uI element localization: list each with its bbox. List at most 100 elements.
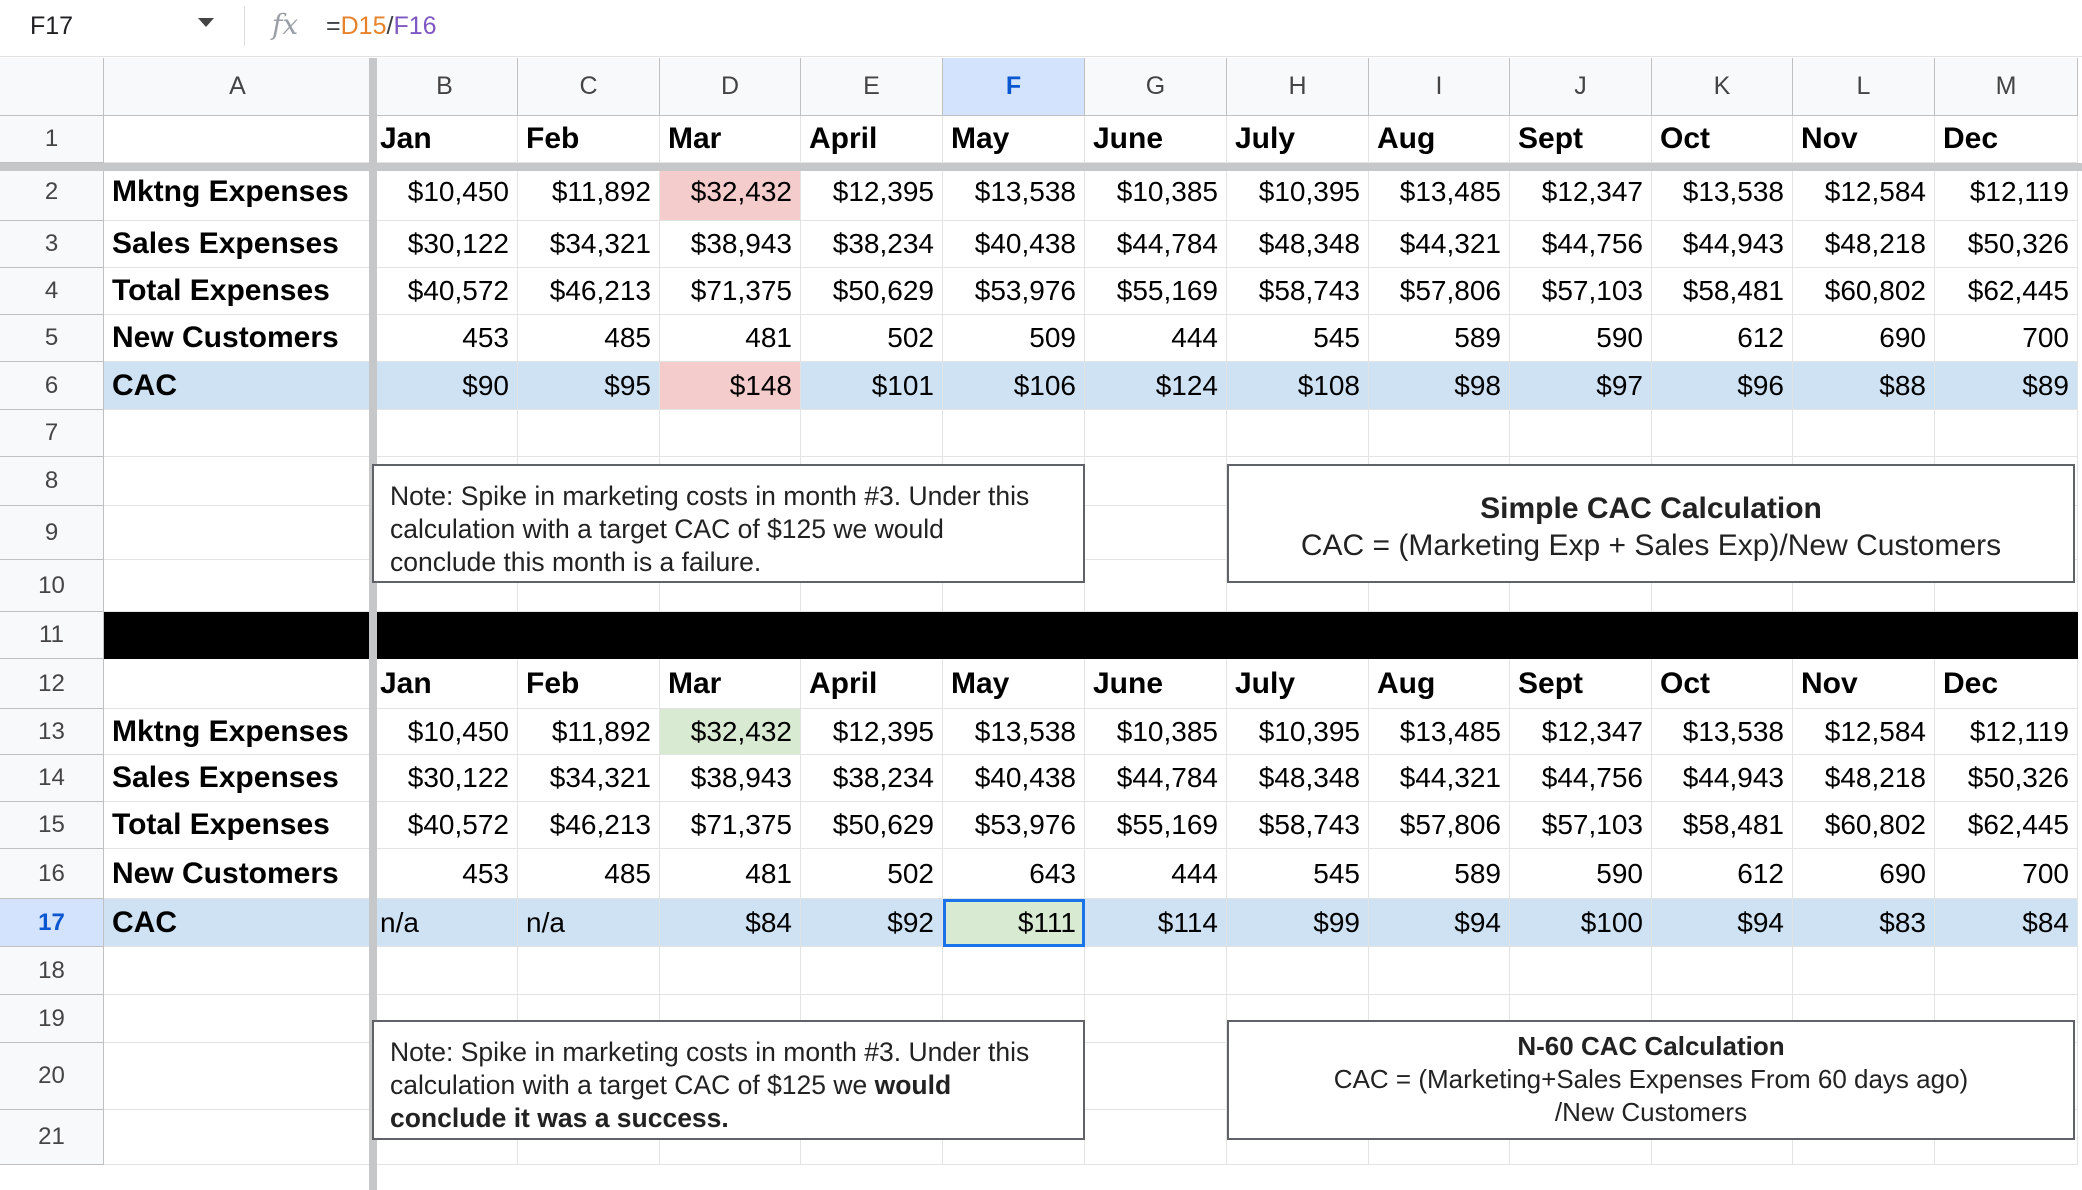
row-header-1[interactable]: 1 <box>0 116 104 163</box>
empty-cell[interactable] <box>1369 947 1510 995</box>
table2-cell[interactable]: $10,395 <box>1227 709 1369 755</box>
table1-cell[interactable]: 481 <box>660 315 801 362</box>
table2-cell[interactable]: $57,103 <box>1510 802 1652 849</box>
empty-cell[interactable] <box>1935 560 2078 612</box>
empty-cell[interactable] <box>1085 1110 1227 1165</box>
table1-month-mar[interactable]: Mar <box>660 116 801 163</box>
row-header-6[interactable]: 6 <box>0 362 104 410</box>
table2-cell[interactable]: $84 <box>1935 899 2078 947</box>
column-header-a[interactable]: A <box>104 58 372 116</box>
table2-cell[interactable]: $40,572 <box>372 802 518 849</box>
table1-cell[interactable]: $71,375 <box>660 268 801 315</box>
table1-cell[interactable]: 590 <box>1510 315 1652 362</box>
table2-cell[interactable]: 643 <box>943 849 1085 899</box>
table1-month-june[interactable]: June <box>1085 116 1227 163</box>
table1-month-sept[interactable]: Sept <box>1510 116 1652 163</box>
table1-month-april[interactable]: April <box>801 116 943 163</box>
table2-cell[interactable]: $34,321 <box>518 755 660 802</box>
table1-cell[interactable]: $108 <box>1227 362 1369 410</box>
empty-cell[interactable] <box>518 560 660 612</box>
black-divider-cell[interactable] <box>1085 612 1227 659</box>
table2-row-label[interactable]: Sales Expenses <box>104 755 372 802</box>
empty-cell[interactable] <box>801 410 943 457</box>
table2-cell[interactable]: $55,169 <box>1085 802 1227 849</box>
empty-cell[interactable] <box>1085 457 1227 506</box>
table1-cell[interactable]: $44,943 <box>1652 221 1793 268</box>
column-header-f[interactable]: F <box>943 58 1085 116</box>
name-box-dropdown-icon[interactable] <box>198 18 214 27</box>
table1-cell[interactable]: $98 <box>1369 362 1510 410</box>
row-header-10[interactable]: 10 <box>0 560 104 612</box>
empty-cell[interactable] <box>104 457 372 506</box>
table1-cell[interactable]: $44,321 <box>1369 221 1510 268</box>
empty-cell[interactable] <box>801 947 943 995</box>
table2-cell[interactable]: $48,348 <box>1227 755 1369 802</box>
table2-cell[interactable]: 690 <box>1793 849 1935 899</box>
table1-cell[interactable]: $11,892 <box>518 163 660 221</box>
empty-cell[interactable] <box>1085 995 1227 1043</box>
frozen-row-divider[interactable] <box>0 163 2082 171</box>
table2-month-jan[interactable]: Jan <box>372 659 518 709</box>
table1-cell[interactable]: $44,784 <box>1085 221 1227 268</box>
table1-cell[interactable]: $57,806 <box>1369 268 1510 315</box>
empty-cell[interactable] <box>1227 560 1369 612</box>
empty-cell[interactable] <box>104 995 372 1043</box>
empty-cell[interactable] <box>1510 560 1652 612</box>
table2-month-aug[interactable]: Aug <box>1369 659 1510 709</box>
table1-month-jan[interactable]: Jan <box>372 116 518 163</box>
table2-month-may[interactable]: May <box>943 659 1085 709</box>
table1-cell[interactable]: 690 <box>1793 315 1935 362</box>
table1-cell[interactable]: 589 <box>1369 315 1510 362</box>
column-header-g[interactable]: G <box>1085 58 1227 116</box>
table1-cell[interactable]: 700 <box>1935 315 2078 362</box>
empty-cell[interactable] <box>1085 410 1227 457</box>
empty-cell[interactable] <box>1652 947 1793 995</box>
empty-cell[interactable] <box>104 947 372 995</box>
empty-cell[interactable] <box>1935 1110 2078 1165</box>
row-header-5[interactable]: 5 <box>0 315 104 362</box>
empty-cell[interactable] <box>104 1110 372 1165</box>
table1-cell[interactable]: $48,218 <box>1793 221 1935 268</box>
table1-month-aug[interactable]: Aug <box>1369 116 1510 163</box>
table2-cell[interactable]: $46,213 <box>518 802 660 849</box>
frozen-column-divider[interactable] <box>369 58 377 1190</box>
table2-cell[interactable]: $13,538 <box>943 709 1085 755</box>
table2-cell[interactable]: $53,976 <box>943 802 1085 849</box>
row-header-11[interactable]: 11 <box>0 612 104 659</box>
table1-cell[interactable]: $58,743 <box>1227 268 1369 315</box>
table1-cell[interactable]: 502 <box>801 315 943 362</box>
empty-cell[interactable] <box>943 560 1085 612</box>
table1-cell[interactable]: 485 <box>518 315 660 362</box>
table1-cell[interactable]: $53,976 <box>943 268 1085 315</box>
active-cell-f17[interactable]: $111 <box>943 899 1085 947</box>
table2-cell[interactable]: $30,122 <box>372 755 518 802</box>
table1-cell[interactable]: $40,438 <box>943 221 1085 268</box>
table1-month-july[interactable]: July <box>1227 116 1369 163</box>
formula-input[interactable]: =D15/F16 <box>326 12 437 41</box>
table2-cell[interactable]: $50,629 <box>801 802 943 849</box>
table2-cell[interactable]: $83 <box>1793 899 1935 947</box>
table2-row-label[interactable]: Mktng Expenses <box>104 709 372 755</box>
table2-cell[interactable]: $12,395 <box>801 709 943 755</box>
table1-cell[interactable]: $46,213 <box>518 268 660 315</box>
empty-cell[interactable] <box>1652 560 1793 612</box>
table1-cell[interactable]: $60,802 <box>1793 268 1935 315</box>
empty-cell[interactable] <box>1369 560 1510 612</box>
table2-cell[interactable]: $84 <box>660 899 801 947</box>
table1-cell[interactable]: $38,234 <box>801 221 943 268</box>
table2-cell[interactable]: 612 <box>1652 849 1793 899</box>
table2-cell[interactable]: $44,784 <box>1085 755 1227 802</box>
row-header-17[interactable]: 17 <box>0 899 104 947</box>
table1-month-dec[interactable]: Dec <box>1935 116 2078 163</box>
table1-cell[interactable]: $97 <box>1510 362 1652 410</box>
table1-cell[interactable]: 612 <box>1652 315 1793 362</box>
table2-cell[interactable]: $38,234 <box>801 755 943 802</box>
table2-cell[interactable]: $71,375 <box>660 802 801 849</box>
table1-cell[interactable]: $124 <box>1085 362 1227 410</box>
column-header-b[interactable]: B <box>372 58 518 116</box>
empty-cell[interactable] <box>1085 947 1227 995</box>
table2-cell[interactable]: $12,119 <box>1935 709 2078 755</box>
table1-cell[interactable]: $12,119 <box>1935 163 2078 221</box>
table2-cell[interactable]: $12,584 <box>1793 709 1935 755</box>
empty-cell[interactable] <box>801 560 943 612</box>
